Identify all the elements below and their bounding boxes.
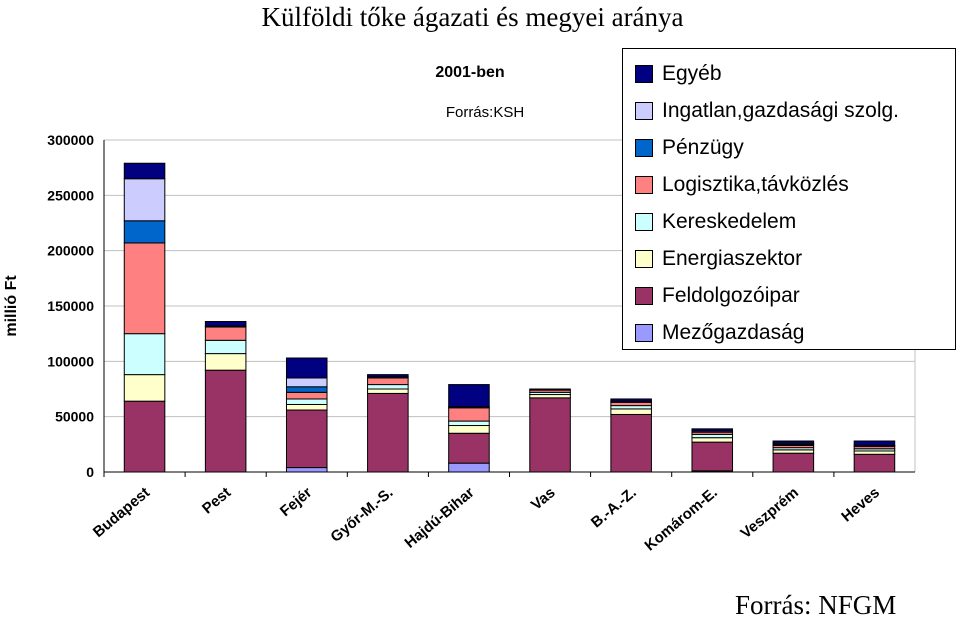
x-tick-label: Győr-M.-S. [327, 484, 396, 546]
legend-item: Mezőgazdaság [623, 314, 955, 351]
legend-swatch [635, 323, 653, 342]
bar-segment [367, 377, 409, 386]
bar-segment [123, 400, 166, 473]
bar-segment [204, 369, 247, 473]
legend-label: Feldolgozóipar [662, 283, 800, 307]
x-tick-label: Budapest [90, 484, 153, 541]
legend-swatch [635, 101, 653, 120]
bar-segment [448, 462, 490, 473]
x-tick-label: Komárom-E. [642, 484, 721, 554]
x-tick-label: Veszprém [737, 484, 802, 542]
legend-item: Logisztika,távközlés [623, 166, 955, 203]
bar-segment [529, 388, 571, 391]
bar-segment [123, 162, 166, 180]
bar-segment [448, 420, 490, 427]
legend-label: Logisztika,távközlés [662, 172, 849, 196]
legend-swatch [635, 249, 653, 268]
bar-segment [772, 452, 815, 473]
bar-segment [285, 377, 328, 388]
bar-segment [123, 333, 166, 376]
bar-segment [367, 374, 409, 378]
bar-segment [123, 242, 166, 335]
bar-segment [367, 384, 409, 390]
x-tick-label: Vas [528, 484, 559, 514]
legend-label: Kereskedelem [662, 209, 797, 233]
legend-swatch [635, 175, 653, 194]
legend-item: Kereskedelem [623, 203, 955, 240]
bar-segment [123, 220, 166, 244]
bar-segment [285, 403, 328, 411]
legend-swatch [635, 64, 653, 83]
bar-segment [853, 453, 896, 473]
legend-item: Energiaszektor [623, 240, 955, 277]
y-tick-label: 300000 [47, 132, 94, 148]
legend: Egyéb Ingatlan,gazdasági szolg. Pénzügy Log… [622, 48, 956, 350]
bar-segment [204, 339, 247, 355]
bar-segment [448, 425, 490, 434]
legend-label: Egyéb [662, 61, 722, 85]
legend-label: Mezőgazdaság [662, 320, 805, 344]
bar-segment [691, 441, 734, 472]
legend-swatch [635, 286, 653, 305]
bar-segment [610, 413, 652, 473]
bar-segment [448, 384, 490, 408]
chart-title: Külföldi tőke ágazati és megyei aránya [261, 2, 684, 32]
bar-segment [123, 374, 166, 402]
bar-segment [691, 428, 734, 432]
bar-segment [204, 353, 247, 371]
x-tick-label: Fejér [277, 484, 316, 520]
x-tick-label: Hajdú-Bihar [401, 484, 477, 552]
bar-segment [448, 432, 490, 464]
bar-segment [367, 388, 409, 394]
legend-label: Energiaszektor [662, 246, 803, 270]
bar-segment [285, 357, 328, 379]
bar-segment [204, 320, 247, 327]
y-tick-label: 100000 [47, 353, 94, 369]
legend-item: Pénzügy [623, 129, 955, 166]
legend-item: Ingatlan,gazdasági szolg. [623, 92, 955, 129]
x-tick-label: B.-A.-Z. [588, 484, 640, 531]
source-note: Forrás:KSH [445, 104, 525, 121]
bar-segment [204, 326, 247, 341]
bar-segment [772, 440, 815, 444]
bar-segment [123, 178, 166, 222]
bar-segment [285, 391, 328, 400]
y-tick-label: 250000 [47, 187, 94, 203]
bar-segment [610, 408, 652, 415]
y-axis-label: millió Ft [3, 275, 20, 337]
bar-segment [853, 440, 896, 446]
x-tick-label: Pest [199, 484, 234, 517]
legend-label: Ingatlan,gazdasági szolg. [662, 98, 899, 122]
bar-segment [285, 386, 328, 393]
bar-segment [691, 437, 734, 443]
chart-subtitle: 2001-ben [435, 64, 505, 81]
bar-segment [610, 398, 652, 402]
bar-segment [285, 467, 328, 473]
bar-segment [285, 398, 328, 405]
legend-item: Egyéb [623, 55, 955, 92]
bar-segment [367, 392, 409, 473]
bar-segment [529, 397, 571, 473]
legend-label: Pénzügy [662, 135, 744, 159]
y-tick-label: 150000 [47, 298, 94, 314]
bar-segment [448, 407, 490, 422]
x-tick-label: Heves [838, 484, 883, 525]
legend-item: Feldolgozóipar [623, 277, 955, 314]
legend-swatch [635, 212, 653, 231]
y-tick-label: 0 [86, 464, 94, 480]
legend-swatch [635, 138, 653, 157]
bar-segment [285, 409, 328, 469]
footer-source: Forrás: NFGM [735, 590, 897, 620]
y-tick-label: 200000 [47, 243, 94, 259]
y-tick-label: 50000 [55, 409, 94, 425]
